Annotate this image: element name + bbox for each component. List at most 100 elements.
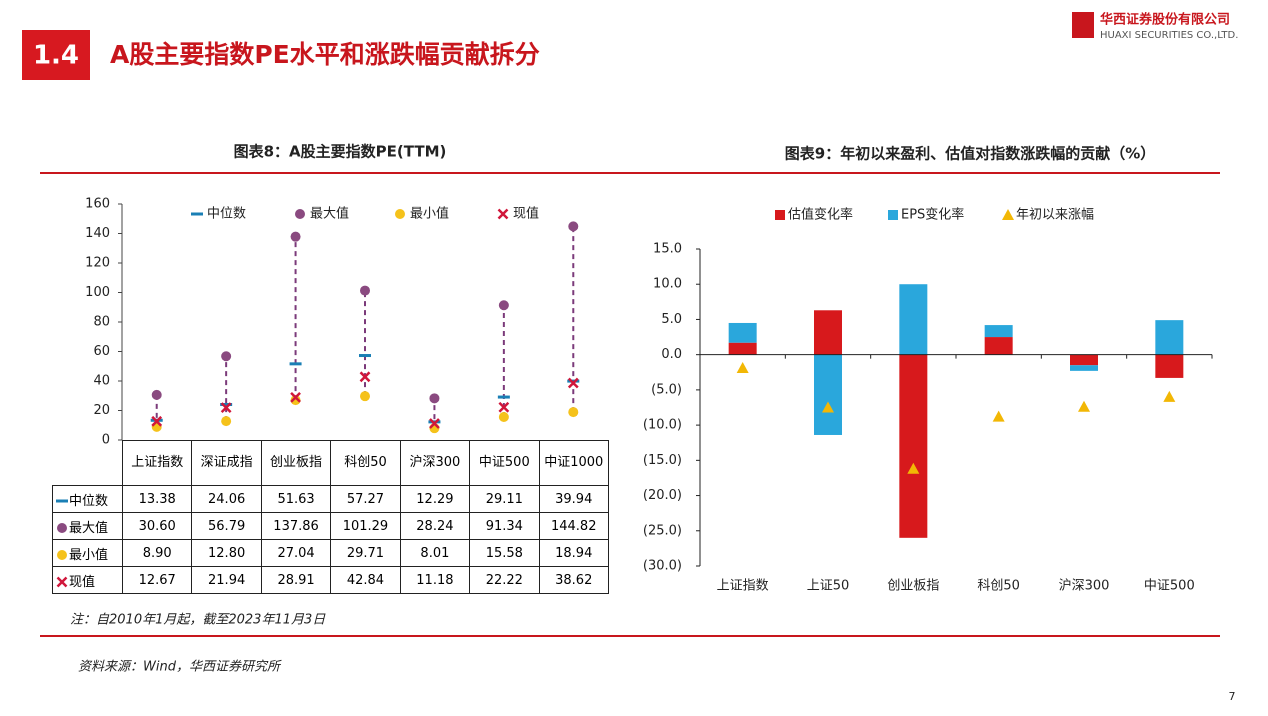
- table-value: 28.24: [399, 512, 471, 540]
- legend-label: 现值: [513, 206, 539, 222]
- row-header: 现值: [52, 566, 123, 594]
- table-value: 8.01: [399, 539, 471, 567]
- legend-label: EPS变化率: [901, 207, 964, 223]
- bar: [899, 284, 928, 355]
- bar: [728, 322, 757, 343]
- y-tick-label: (20.0): [643, 488, 682, 503]
- marker-cross: [497, 208, 509, 220]
- table-row: 中位数 13.38 24.06 51.63 57.27 12.29 29.11 39.94: [52, 485, 609, 513]
- legend-label: 最大值: [310, 206, 349, 222]
- series-name: 中位数: [69, 493, 109, 509]
- marker-dash: [359, 354, 371, 358]
- table-value: 38.62: [538, 566, 609, 594]
- marker-dash: [497, 395, 510, 399]
- table-value: 12.67: [121, 566, 193, 594]
- marker-dash: [220, 403, 233, 407]
- row-icon: [56, 499, 68, 503]
- table-corner: [52, 440, 123, 486]
- marker-dot: [290, 395, 301, 406]
- marker-dot: [295, 209, 305, 219]
- y-tick-label: 160: [85, 197, 110, 212]
- legend-label: 年初以来涨幅: [1016, 208, 1094, 223]
- x-tick-label: 沪深300: [399, 440, 471, 486]
- y-tick-label: 100: [85, 285, 110, 300]
- marker-dash: [567, 379, 580, 383]
- company-name-en: HUAXI SECURITIES CO.,LTD.: [1100, 30, 1238, 41]
- marker-cross: [567, 377, 579, 389]
- note: 注：自2010年1月起，截至2023年11月3日: [70, 613, 326, 628]
- y-tick-label: 20: [93, 403, 110, 418]
- marker-dash: [191, 212, 203, 216]
- y-tick-label: 60: [93, 344, 110, 359]
- marker-cross: [498, 401, 510, 413]
- row-icon: [57, 523, 67, 533]
- x-tick-label: 中证500: [469, 440, 540, 486]
- bar: [814, 354, 842, 435]
- marker-dot: [151, 389, 162, 400]
- table-value: 42.84: [330, 566, 401, 594]
- table-value: 137.86: [260, 512, 332, 540]
- x-tick-label: 深证成指: [191, 440, 262, 486]
- table-value: 30.60: [121, 512, 193, 540]
- y-tick-label: (30.0): [643, 559, 682, 574]
- x-tick-label: 中证1000: [538, 440, 609, 486]
- table-value: 91.34: [469, 512, 540, 540]
- y-tick-label: (25.0): [643, 523, 682, 538]
- bar: [899, 354, 928, 538]
- source: 资料来源：Wind，华西证券研究所: [78, 659, 282, 675]
- row-icon: [56, 576, 68, 588]
- bar: [1155, 354, 1184, 378]
- marker-dot: [57, 550, 67, 560]
- x-tick-label: 创业板指: [260, 440, 332, 486]
- y-tick-label: 140: [85, 226, 110, 241]
- marker-dot: [498, 300, 509, 311]
- marker-triangle: [992, 410, 1005, 422]
- table-value: 11.18: [399, 566, 471, 594]
- x-tick-label: 科创50: [977, 579, 1020, 594]
- y-tick-label: 15.0: [653, 242, 682, 257]
- y-tick-label: 40: [93, 374, 110, 389]
- marker-dot: [360, 391, 370, 402]
- series-name: 最大值: [69, 520, 109, 536]
- y-tick-label: (15.0): [643, 453, 682, 468]
- marker-dot: [395, 209, 405, 219]
- marker-dot: [221, 351, 232, 362]
- bar: [1070, 365, 1098, 371]
- legend-label: 中位数: [207, 207, 246, 222]
- table-row: 最小值 8.90 12.80 27.04 29.71 8.01 15.58 18.94: [52, 539, 609, 567]
- legend-label: 估值变化率: [788, 207, 853, 223]
- bar: [814, 310, 842, 355]
- x-tick-label: 创业板指: [887, 579, 939, 594]
- marker-dot: [290, 231, 301, 242]
- table-value: 13.38: [121, 485, 193, 513]
- marker-cross: [429, 418, 440, 429]
- table-row: 最大值 30.60 56.79 137.86 101.29 28.24 91.34 144.8…: [52, 512, 609, 540]
- table-value: 27.04: [260, 539, 332, 567]
- marker-cross: [290, 391, 301, 403]
- marker-cross: [56, 576, 68, 588]
- marker-triangle: [907, 462, 920, 474]
- table-header: 上证指数 深证成指 创业板指 科创50 沪深300 中证500 中证1000: [52, 440, 609, 486]
- table-value: 57.27: [330, 485, 401, 513]
- marker-triangle: [1002, 209, 1014, 220]
- page-number: 7: [1229, 690, 1236, 703]
- table-value: 8.90: [121, 539, 193, 567]
- table-value: 24.06: [191, 485, 262, 513]
- series-name: 最小值: [69, 547, 109, 563]
- table-value: 12.80: [191, 539, 262, 567]
- table-row: 现值 12.67 21.94 28.91 42.84 11.18 22.22 38.62: [52, 566, 609, 594]
- table-value: 12.29: [399, 485, 471, 513]
- table-value: 144.82: [538, 512, 609, 540]
- marker-cross: [359, 371, 371, 383]
- marker-dot: [498, 412, 509, 423]
- y-tick-label: 0: [102, 433, 110, 448]
- table-value: 29.71: [330, 539, 401, 567]
- marker-square: [775, 210, 785, 220]
- x-tick-label: 中证500: [1144, 579, 1195, 594]
- marker-dot: [221, 416, 232, 427]
- table-value: 21.94: [191, 566, 262, 594]
- x-tick-label: 科创50: [330, 440, 401, 486]
- marker-dot: [429, 393, 440, 404]
- bar: [728, 342, 757, 355]
